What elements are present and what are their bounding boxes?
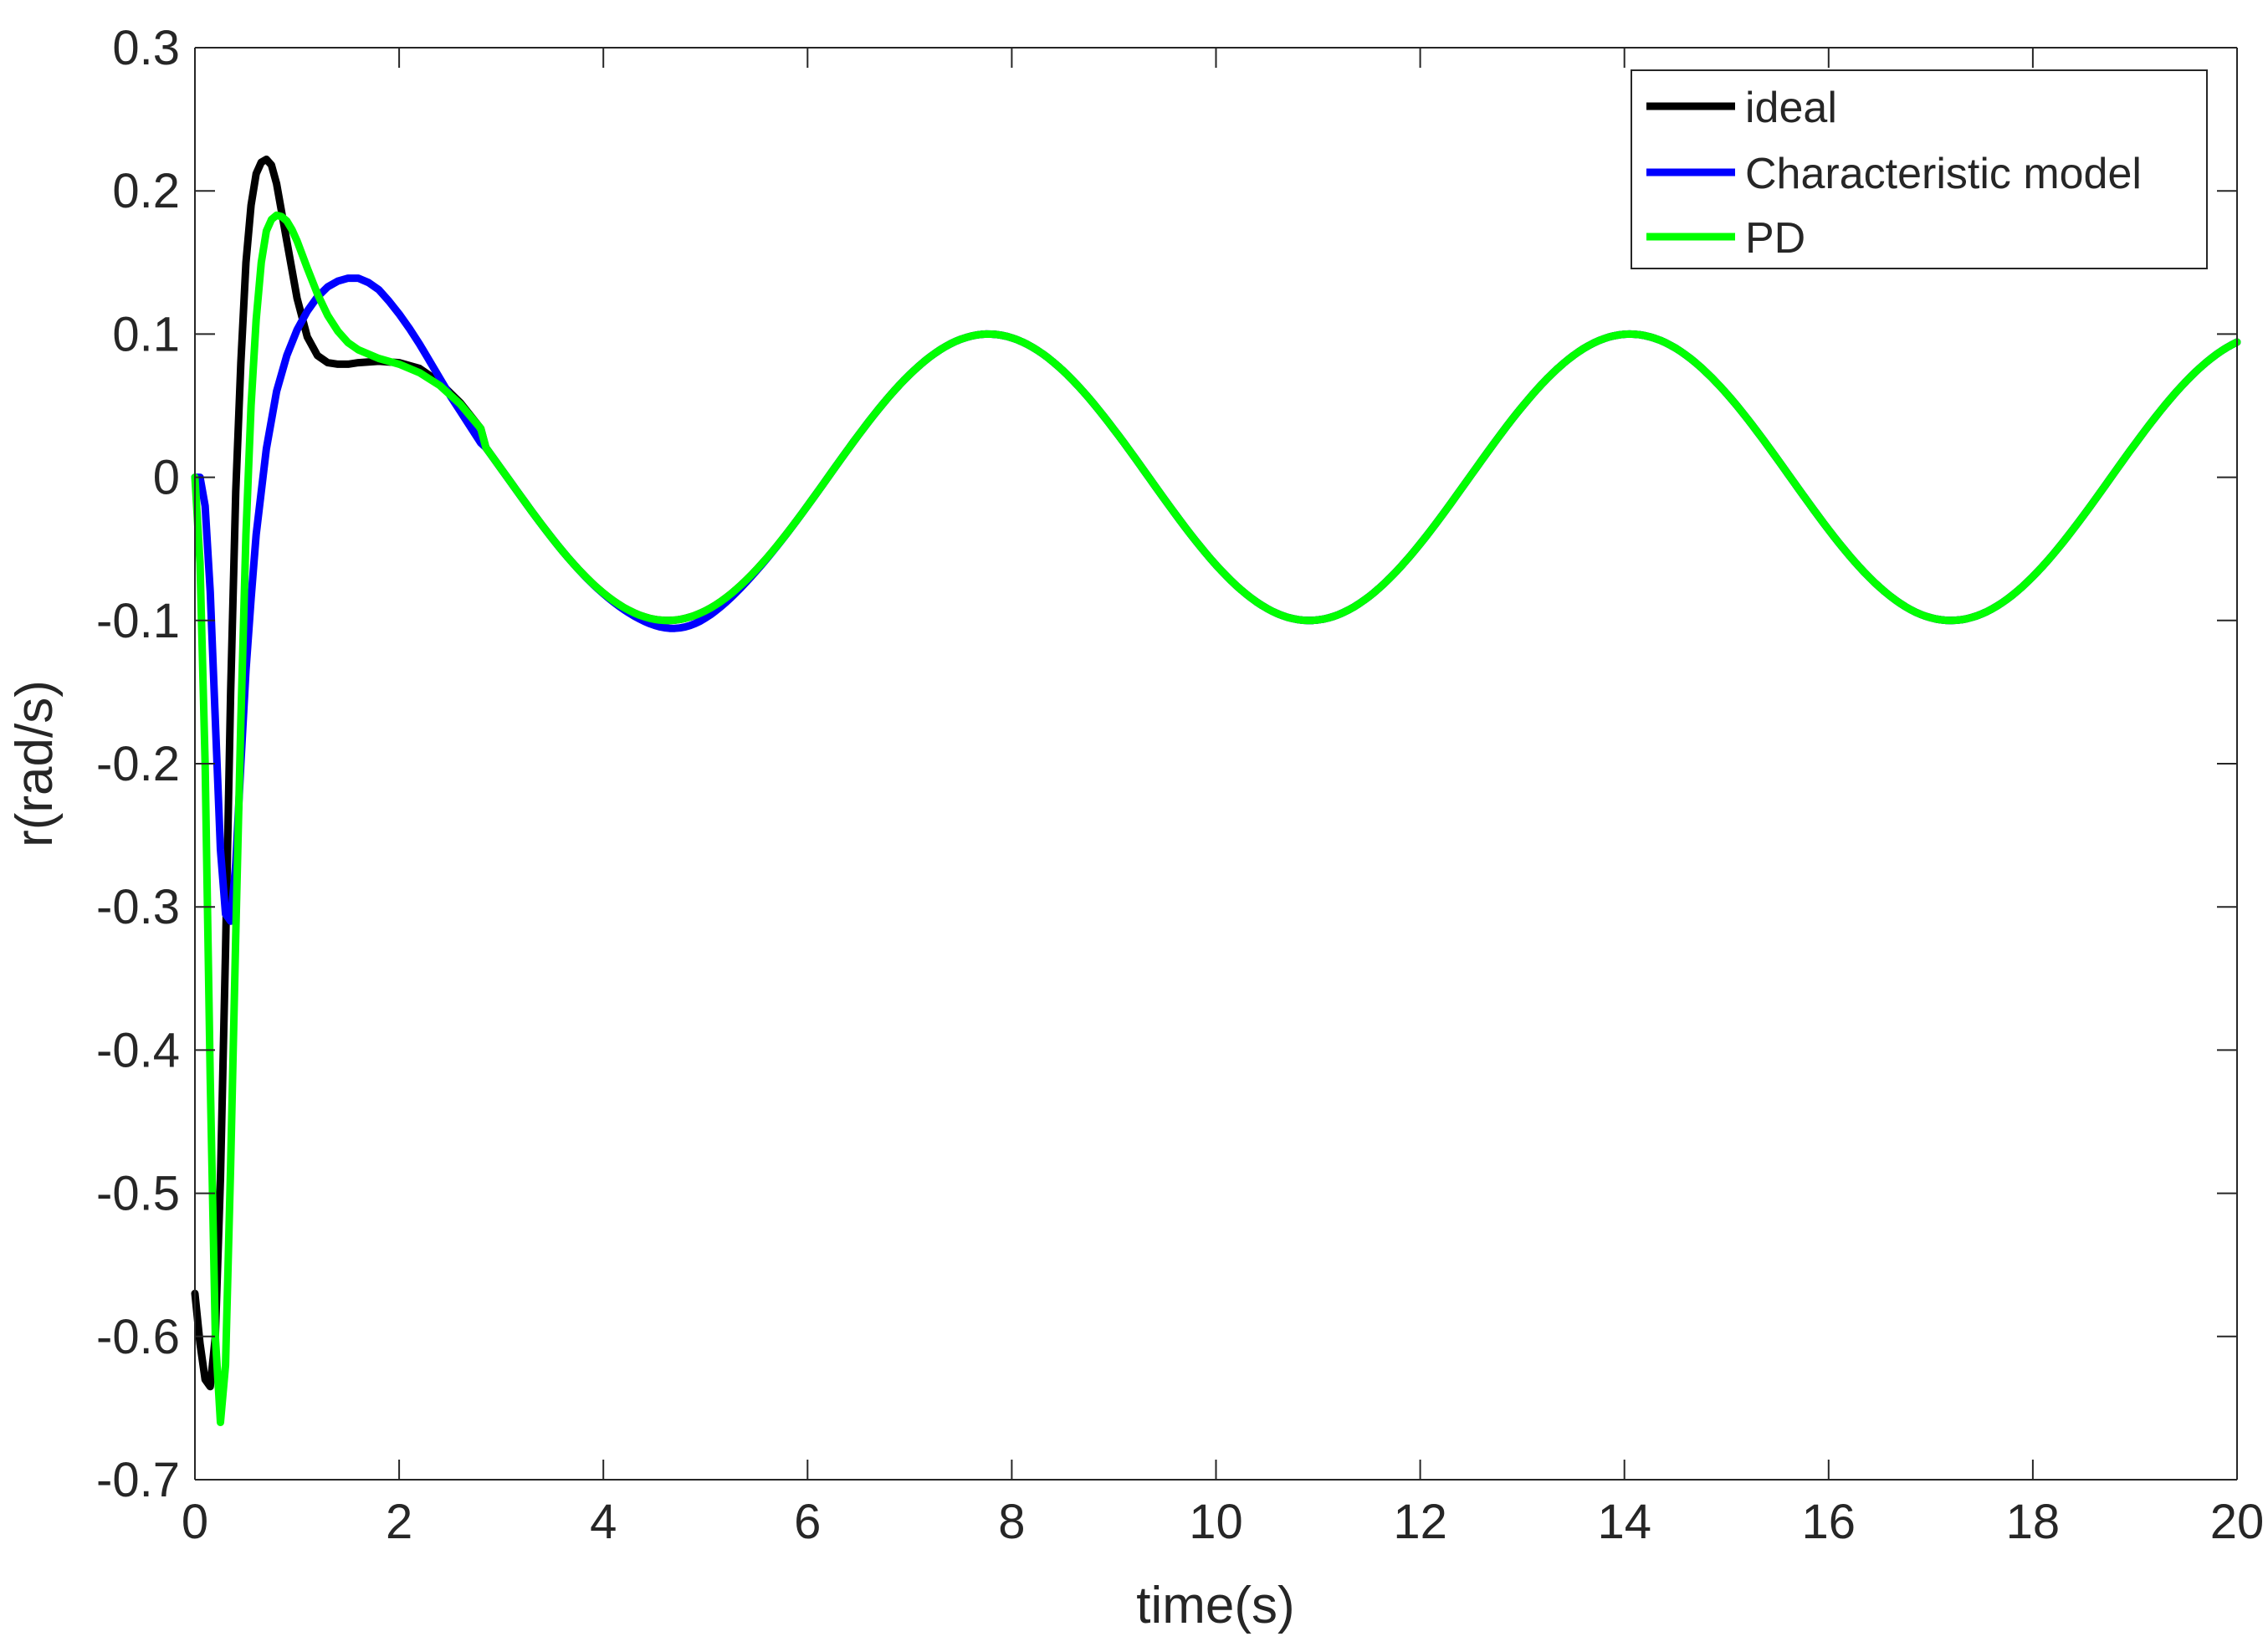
x-tick-label: 12 — [1393, 1495, 1447, 1549]
x-tick-label: 2 — [386, 1495, 412, 1549]
y-tick-label: -0.7 — [96, 1453, 180, 1507]
x-tick-label: 4 — [590, 1495, 617, 1549]
x-tick-label: 14 — [1597, 1495, 1651, 1549]
y-tick-label: 0.2 — [112, 164, 180, 218]
legend-label-ideal: ideal — [1745, 84, 1837, 132]
x-tick-label: 10 — [1189, 1495, 1243, 1549]
series-line-pd — [191, 211, 2241, 1426]
x-tick-label: 18 — [2006, 1495, 2061, 1549]
y-tick-label: 0 — [153, 451, 180, 505]
y-tick-label: 0.1 — [112, 307, 180, 361]
x-axis-title: time(s) — [1136, 1577, 1294, 1634]
x-tick-label: 8 — [998, 1495, 1025, 1549]
plot-area — [195, 48, 2237, 1480]
y-axis-title: r(rad/s) — [6, 680, 64, 847]
x-tick-label: 20 — [2210, 1495, 2265, 1549]
y-tick-label: -0.4 — [96, 1023, 180, 1077]
legend-label-characteristic-model: Characteristic model — [1745, 150, 2142, 198]
y-tick-label: -0.5 — [96, 1167, 180, 1221]
y-tick-label: 0.3 — [112, 21, 180, 75]
legend: ideal Characteristic model PD — [1631, 69, 2208, 269]
x-tick-label: 0 — [182, 1495, 208, 1549]
x-ticks: 0 2 4 6 8 10 12 14 16 18 20 — [182, 48, 2264, 1549]
y-tick-label: -0.1 — [96, 594, 180, 648]
x-tick-label: 16 — [1802, 1495, 1856, 1549]
y-tick-label: -0.6 — [96, 1310, 180, 1364]
series-layer — [191, 156, 2241, 1426]
x-tick-label: 6 — [794, 1495, 821, 1549]
y-tick-label: -0.3 — [96, 880, 180, 934]
y-tick-label: -0.2 — [96, 737, 180, 791]
y-ticks: -0.7 -0.6 -0.5 -0.4 -0.3 -0.2 -0.1 0 0.1 0.2 0.3 — [96, 21, 2237, 1507]
legend-label-pd: PD — [1745, 214, 1805, 263]
